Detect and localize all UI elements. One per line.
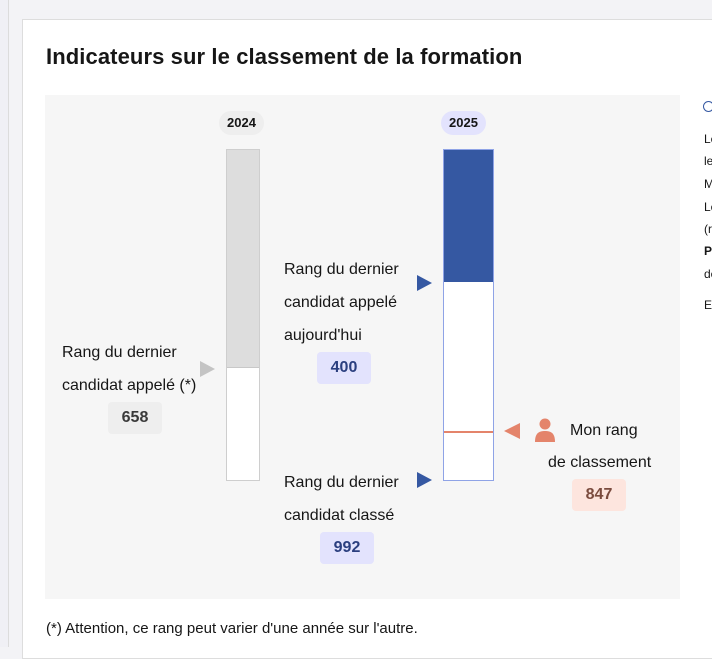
last-called-2024-label-line1: Rang du dernier bbox=[62, 344, 177, 361]
last-called-today-label-line3: aujourd'hui bbox=[284, 327, 362, 344]
last-ranked-value: 992 bbox=[320, 532, 374, 564]
bar-2024-called-fill bbox=[227, 150, 259, 368]
my-rank-label-line1: Mon rang bbox=[570, 422, 638, 439]
arrow-left-icon bbox=[504, 423, 520, 439]
my-rank-label-line2: de classement bbox=[548, 454, 652, 471]
year-badge-2025: 2025 bbox=[441, 111, 486, 135]
last-called-today-value: 400 bbox=[317, 352, 371, 384]
last-ranked-label-line1: Rang du dernier bbox=[284, 474, 399, 491]
arrow-right-icon bbox=[417, 275, 432, 291]
my-rank-value: 847 bbox=[572, 479, 626, 511]
page-left-edge bbox=[0, 0, 9, 647]
side-text-line: En bbox=[704, 298, 712, 312]
side-text-line: le bbox=[704, 154, 712, 168]
last-called-today-label-line2: candidat appelé bbox=[284, 294, 397, 311]
year-badge-2024: 2024 bbox=[219, 111, 264, 135]
side-text-line: M bbox=[704, 177, 712, 191]
person-icon bbox=[535, 418, 555, 442]
my-rank-marker bbox=[444, 431, 493, 433]
side-text-line: Le bbox=[704, 200, 712, 214]
last-called-2024-value: 658 bbox=[108, 402, 162, 434]
last-ranked-label-line2: candidat classé bbox=[284, 507, 395, 524]
last-called-2024-label-line2: candidat appelé (*) bbox=[62, 377, 197, 394]
bar-2025-called-fill bbox=[444, 150, 493, 282]
arrow-right-icon bbox=[417, 472, 432, 488]
last-called-today-label-line1: Rang du dernier bbox=[284, 261, 399, 278]
bar-2025 bbox=[443, 149, 494, 481]
arrow-right-icon bbox=[200, 361, 215, 377]
side-text-line: Le bbox=[704, 132, 712, 146]
info-icon bbox=[703, 101, 712, 112]
side-text-line: (r bbox=[704, 222, 712, 236]
side-text-line: de bbox=[704, 267, 712, 281]
bar-2024 bbox=[226, 149, 260, 481]
footnote: (*) Attention, ce rang peut varier d'une… bbox=[46, 620, 418, 637]
side-text-line: Pe bbox=[704, 244, 712, 258]
section-title: Indicateurs sur le classement de la form… bbox=[46, 44, 523, 69]
ranking-chart-panel bbox=[45, 95, 680, 599]
